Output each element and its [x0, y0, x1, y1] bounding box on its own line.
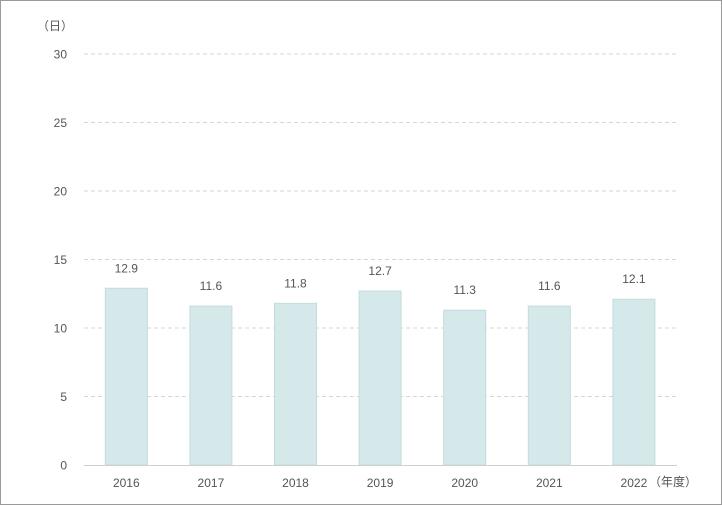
- bars: [104, 287, 656, 466]
- x-axis-unit-label: （年度）: [649, 474, 697, 489]
- bar-value-label: 12.9: [115, 261, 139, 275]
- x-tick-label: 2019: [367, 476, 394, 490]
- x-tick-label: 2016: [113, 476, 140, 490]
- x-axis-tick-labels: 2016 2017 2018 2019 2020 2021 2022: [113, 476, 648, 490]
- y-tick-label: 10: [54, 322, 68, 336]
- bar-value-label: 12.7: [368, 264, 392, 278]
- bar-value-label: 12.1: [622, 272, 646, 286]
- bar: [358, 290, 402, 466]
- y-tick-label: 15: [54, 253, 68, 267]
- bar: [443, 309, 487, 466]
- y-axis-tick-labels: 0 5 10 15 20 25 30: [54, 48, 68, 473]
- bar: [104, 287, 148, 466]
- y-axis-unit-label: （日）: [37, 19, 73, 33]
- bar: [612, 298, 656, 466]
- x-tick-label: 2021: [536, 476, 563, 490]
- bar-value-label: 11.8: [284, 276, 307, 290]
- bar-value-label: 11.3: [453, 283, 476, 297]
- bar-value-label: 11.6: [200, 279, 223, 293]
- y-tick-label: 0: [60, 459, 67, 473]
- bar: [527, 305, 571, 466]
- bar-value-labels: 12.9 11.6 11.8 12.7 11.3 11.6 12.1: [115, 261, 646, 297]
- bar: [189, 305, 233, 466]
- y-tick-label: 25: [54, 116, 68, 130]
- y-tick-label: 20: [54, 185, 68, 199]
- x-tick-label: 2022: [621, 476, 648, 490]
- bar: [274, 302, 317, 466]
- y-tick-label: 30: [54, 48, 68, 62]
- x-tick-label: 2020: [451, 476, 478, 490]
- y-tick-label: 5: [60, 390, 67, 404]
- x-tick-label: 2018: [282, 476, 309, 490]
- x-tick-label: 2017: [198, 476, 225, 490]
- bar-value-label: 11.6: [538, 279, 561, 293]
